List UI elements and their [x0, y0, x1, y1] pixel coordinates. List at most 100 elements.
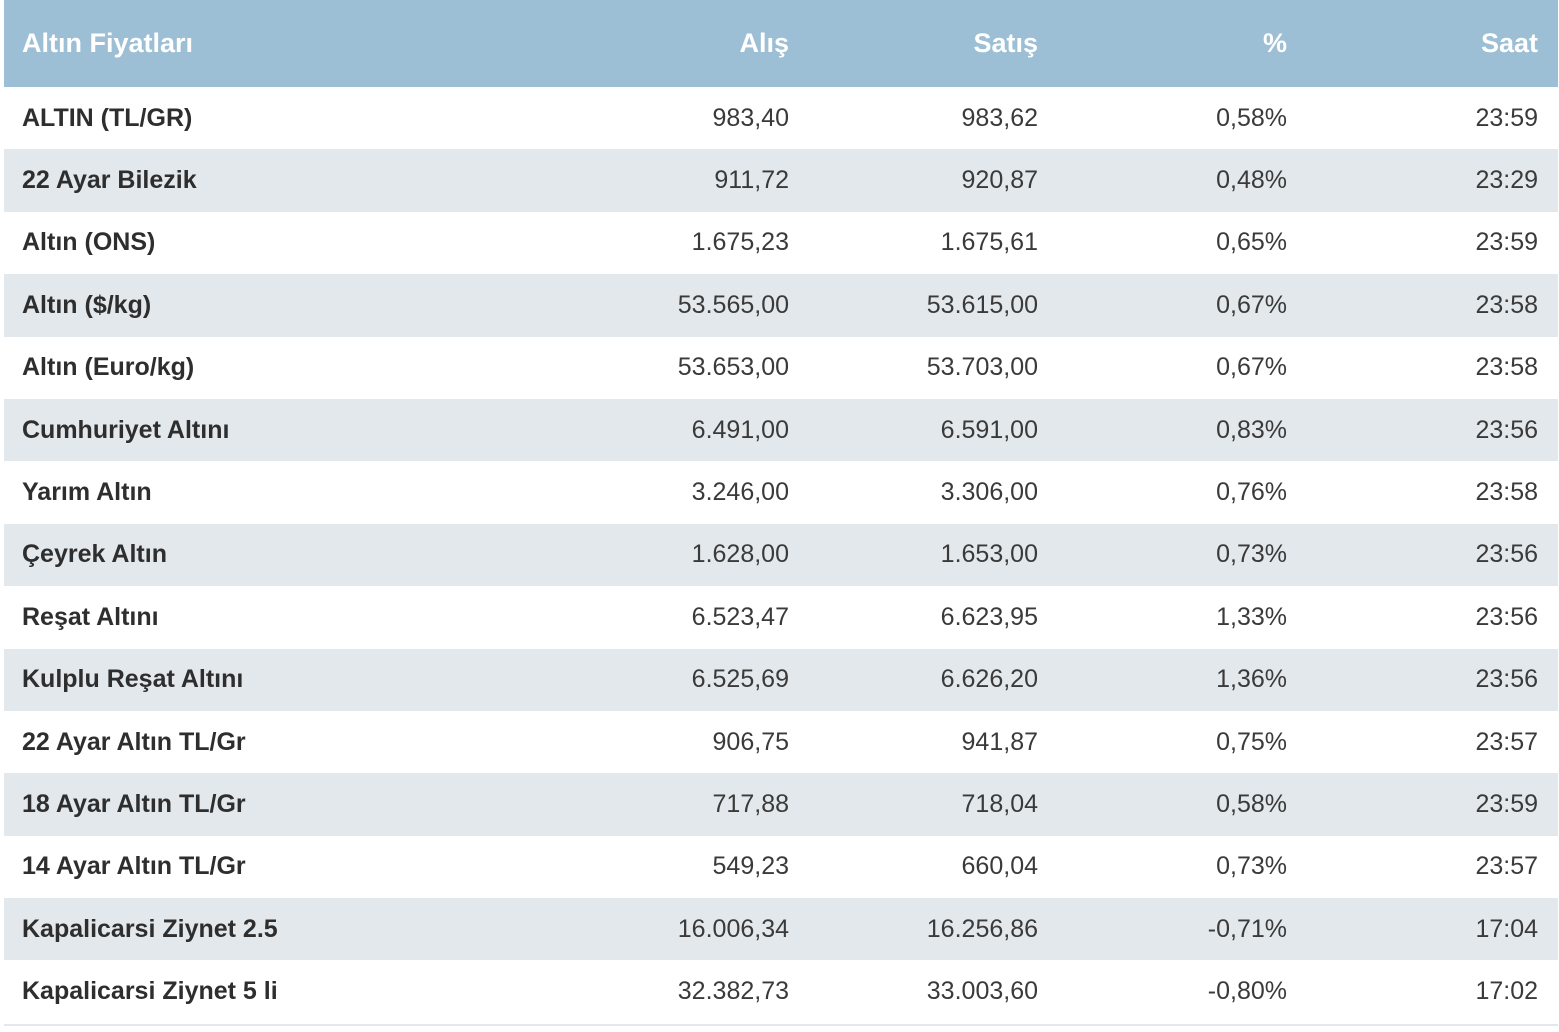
row-percent-cell: 0,48%: [1216, 166, 1287, 195]
row-percent-cell: 0,58%: [1216, 103, 1287, 132]
row-buy-cell: 1.675,23: [691, 228, 789, 257]
row-name-cell: Kulplu Reşat Altını: [22, 665, 244, 694]
table-row[interactable]: ALTIN (TL/GR) 983,40 983,62 0,58% 23:59: [4, 87, 1558, 150]
gold-prices-table: Altın Fiyatları Alış Satış % Saat ALTIN …: [4, 0, 1558, 1023]
row-buy-cell: 983,40: [712, 103, 789, 132]
row-time-cell: 23:59: [1475, 103, 1538, 132]
row-buy-cell: 549,23: [712, 852, 789, 881]
table-row[interactable]: 22 Ayar Bilezik 911,72 920,87 0,48% 23:29: [4, 149, 1558, 212]
row-buy-cell: 1.628,00: [691, 540, 789, 569]
row-time-cell: 23:56: [1475, 415, 1538, 444]
row-name-cell: Yarım Altın: [22, 478, 152, 507]
table-row[interactable]: Kapalicarsi Ziynet 5 li 32.382,73 33.003,6…: [4, 960, 1558, 1023]
row-time-cell: 23:56: [1475, 602, 1538, 631]
table-row[interactable]: 18 Ayar Altın TL/Gr 717,88 718,04 0,58% 23:5…: [4, 773, 1558, 836]
row-name-cell: ALTIN (TL/GR): [22, 103, 193, 132]
row-time-cell: 23:57: [1475, 727, 1538, 756]
table-row[interactable]: Kapalicarsi Ziynet 2.5 16.006,34 16.256,86…: [4, 898, 1558, 961]
row-sell-cell: 33.003,60: [926, 977, 1038, 1006]
row-buy-cell: 717,88: [712, 789, 789, 818]
row-percent-cell: 1,33%: [1216, 602, 1287, 631]
row-percent-cell: 0,67%: [1216, 290, 1287, 319]
row-buy-cell: 32.382,73: [677, 977, 789, 1006]
table-row[interactable]: 14 Ayar Altın TL/Gr 549,23 660,04 0,73% 23:5…: [4, 835, 1558, 899]
row-name-cell: Altın ($/kg): [22, 290, 152, 319]
table-row[interactable]: Yarım Altın 3.246,00 3.306,00 0,76% 23:58: [4, 461, 1558, 524]
row-buy-cell: 53.565,00: [677, 290, 789, 319]
table-row[interactable]: 22 Ayar Altın TL/Gr 906,75 941,87 0,75% 23:5…: [4, 710, 1558, 774]
header-percent[interactable]: %: [1262, 28, 1287, 58]
row-time-cell: 23:58: [1475, 290, 1538, 319]
row-name-cell: Altın (Euro/kg): [22, 353, 195, 382]
row-name-cell: 22 Ayar Altın TL/Gr: [22, 727, 246, 756]
row-percent-cell: -0,71%: [1207, 914, 1287, 943]
row-sell-cell: 1.653,00: [940, 540, 1038, 569]
header-time[interactable]: Saat: [1480, 28, 1538, 58]
row-name-cell: Kapalicarsi Ziynet 2.5: [22, 914, 278, 943]
row-buy-cell: 6.523,47: [691, 602, 789, 631]
row-percent-cell: 1,36%: [1216, 665, 1287, 694]
row-time-cell: 23:59: [1475, 228, 1538, 257]
table-header: Altın Fiyatları Alış Satış % Saat: [4, 0, 1558, 87]
row-name-cell: Altın (ONS): [22, 228, 156, 257]
row-time-cell: 17:02: [1475, 977, 1538, 1006]
row-buy-cell: 3.246,00: [691, 478, 789, 507]
table-row[interactable]: Altın ($/kg) 53.565,00 53.615,00 0,67% 23:58: [4, 274, 1558, 337]
row-sell-cell: 16.256,86: [926, 914, 1038, 943]
row-name-cell: 18 Ayar Altın TL/Gr: [22, 789, 246, 818]
row-time-cell: 23:58: [1475, 478, 1538, 507]
row-percent-cell: 0,73%: [1216, 540, 1287, 569]
row-name-cell: Reşat Altını: [22, 602, 159, 631]
table-row[interactable]: Reşat Altını 6.523,47 6.623,95 1,33% 23:56: [4, 586, 1558, 649]
row-name-cell: 22 Ayar Bilezik: [22, 166, 197, 195]
row-buy-cell: 906,75: [712, 727, 789, 756]
row-buy-cell: 6.491,00: [691, 415, 789, 444]
row-buy-cell: 911,72: [714, 166, 789, 195]
row-percent-cell: 0,67%: [1216, 353, 1287, 382]
table-row[interactable]: Altın (ONS) 1.675,23 1.675,61 0,65% 23:59: [4, 211, 1558, 275]
row-percent-cell: -0,80%: [1207, 977, 1287, 1006]
table-row[interactable]: Altın (Euro/kg) 53.653,00 53.703,00 0,67% 23…: [4, 336, 1558, 399]
table-row[interactable]: Çeyrek Altın 1.628,00 1.653,00 0,73% 23:56: [4, 523, 1558, 587]
row-percent-cell: 0,76%: [1216, 478, 1287, 507]
row-percent-cell: 0,65%: [1216, 228, 1287, 257]
row-percent-cell: 0,83%: [1216, 415, 1287, 444]
row-sell-cell: 1.675,61: [940, 228, 1038, 257]
row-time-cell: 23:58: [1475, 353, 1538, 382]
header-row: Altın Fiyatları Alış Satış % Saat: [4, 0, 1558, 87]
row-sell-cell: 53.615,00: [926, 290, 1038, 319]
row-sell-cell: 3.306,00: [940, 478, 1038, 507]
row-buy-cell: 6.525,69: [691, 665, 789, 694]
table-row[interactable]: Kulplu Reşat Altını 6.525,69 6.626,20 1,36%…: [4, 648, 1558, 711]
row-percent-cell: 0,73%: [1216, 852, 1287, 881]
row-sell-cell: 53.703,00: [926, 353, 1038, 382]
row-sell-cell: 983,62: [961, 103, 1038, 132]
row-sell-cell: 920,87: [961, 166, 1038, 195]
row-sell-cell: 718,04: [961, 789, 1038, 818]
row-sell-cell: 6.626,20: [940, 665, 1038, 694]
row-time-cell: 23:57: [1475, 852, 1538, 881]
row-time-cell: 23:59: [1475, 789, 1538, 818]
row-time-cell: 23:56: [1475, 540, 1538, 569]
row-percent-cell: 0,75%: [1216, 727, 1287, 756]
table-row[interactable]: Cumhuriyet Altını 6.491,00 6.591,00 0,83% 23…: [4, 398, 1558, 462]
row-percent-cell: 0,58%: [1216, 789, 1287, 818]
row-buy-cell: 16.006,34: [677, 914, 789, 943]
row-name-cell: Kapalicarsi Ziynet 5 li: [22, 977, 278, 1006]
row-time-cell: 17:04: [1475, 914, 1538, 943]
row-time-cell: 23:29: [1475, 166, 1538, 195]
row-name-cell: 14 Ayar Altın TL/Gr: [22, 852, 246, 881]
table-body: ALTIN (TL/GR) 983,40 983,62 0,58% 23:59 22 Ay…: [4, 87, 1558, 1023]
row-sell-cell: 6.591,00: [940, 415, 1038, 444]
row-sell-cell: 660,04: [961, 852, 1038, 881]
header-name[interactable]: Altın Fiyatları: [22, 28, 194, 58]
row-sell-cell: 6.623,95: [940, 602, 1038, 631]
row-name-cell: Cumhuriyet Altını: [22, 415, 230, 444]
row-buy-cell: 53.653,00: [677, 353, 789, 382]
row-time-cell: 23:56: [1475, 665, 1538, 694]
header-sell[interactable]: Satış: [973, 28, 1038, 58]
gold-prices-table-container: Altın Fiyatları Alış Satış % Saat ALTIN …: [4, 0, 1558, 1026]
header-buy[interactable]: Alış: [739, 28, 789, 58]
row-sell-cell: 941,87: [961, 727, 1038, 756]
row-name-cell: Çeyrek Altın: [22, 540, 167, 569]
